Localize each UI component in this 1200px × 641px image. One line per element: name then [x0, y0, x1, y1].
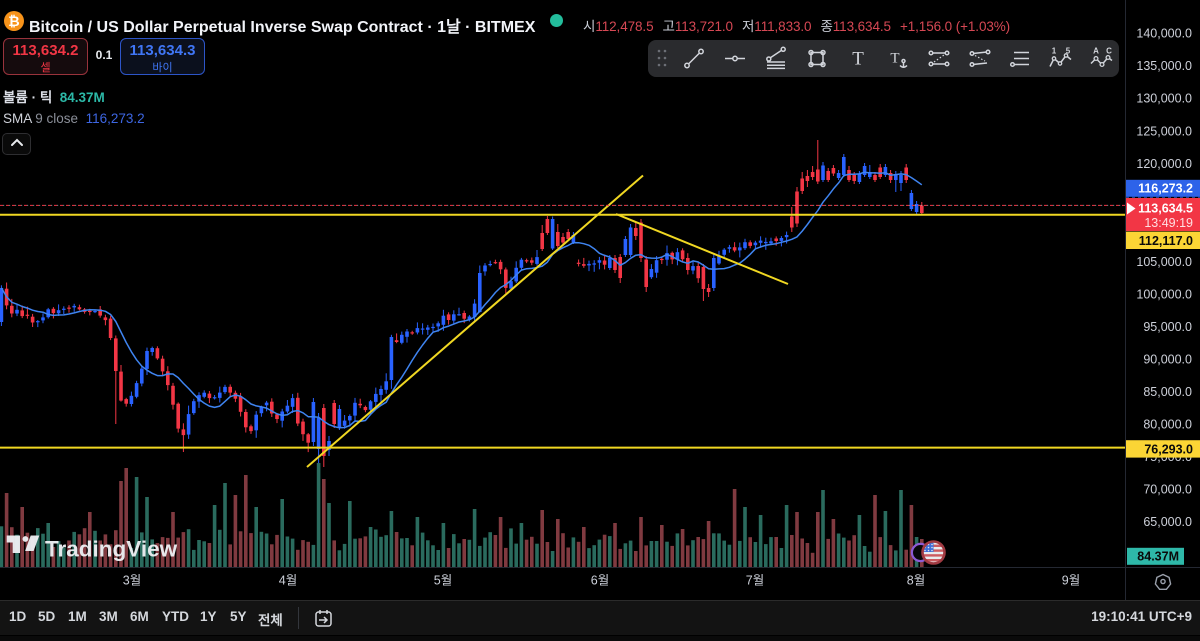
svg-text:112,117.0: 112,117.0	[1139, 234, 1193, 248]
svg-text:116,273.2: 116,273.2	[1138, 182, 1193, 196]
svg-text:1: 1	[1052, 47, 1057, 56]
svg-text:3월: 3월	[123, 574, 141, 588]
svg-text:100,000.0: 100,000.0	[1136, 287, 1192, 301]
svg-text:76,293.0: 76,293.0	[1144, 442, 1193, 456]
svg-text:6월: 6월	[591, 574, 609, 588]
svg-text:TradingView: TradingView	[45, 537, 178, 562]
svg-text:125,000.0: 125,000.0	[1136, 124, 1192, 138]
svg-text:105,000.0: 105,000.0	[1136, 255, 1192, 269]
svg-text:7월: 7월	[746, 574, 764, 588]
svg-text:140,000.0: 140,000.0	[1136, 26, 1192, 40]
svg-text:120,000.0: 120,000.0	[1136, 157, 1192, 171]
svg-text:9월: 9월	[1062, 574, 1080, 588]
svg-text:A: A	[1093, 47, 1099, 56]
svg-text:80,000.0: 80,000.0	[1143, 417, 1192, 431]
svg-text:C: C	[1106, 47, 1112, 56]
svg-text:8월: 8월	[907, 574, 925, 588]
svg-text:85,000.0: 85,000.0	[1143, 385, 1192, 399]
svg-text:113,634.5: 113,634.5	[1138, 202, 1193, 216]
svg-text:65,000.0: 65,000.0	[1143, 515, 1192, 529]
svg-text:135,000.0: 135,000.0	[1136, 59, 1192, 73]
svg-text:90,000.0: 90,000.0	[1143, 352, 1192, 366]
svg-text:4월: 4월	[279, 574, 297, 588]
svg-text:T: T	[852, 49, 864, 70]
svg-text:5월: 5월	[434, 574, 452, 588]
svg-text:84.37M: 84.37M	[1137, 550, 1179, 564]
svg-text:5: 5	[1066, 47, 1071, 56]
svg-text:13:49:19: 13:49:19	[1144, 216, 1193, 230]
svg-text:130,000.0: 130,000.0	[1136, 91, 1192, 105]
svg-text:95,000.0: 95,000.0	[1143, 320, 1192, 334]
svg-text:T: T	[890, 51, 899, 67]
svg-text:70,000.0: 70,000.0	[1143, 482, 1192, 496]
